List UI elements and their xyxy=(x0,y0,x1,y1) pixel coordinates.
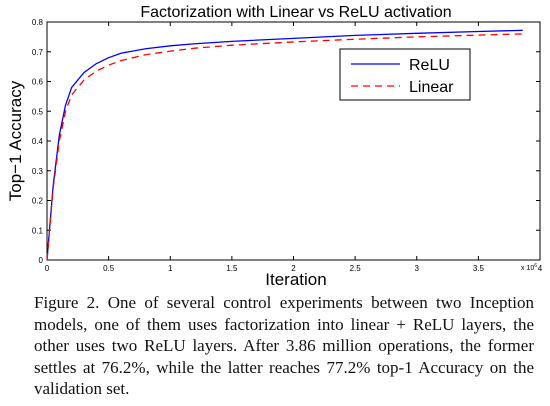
x-tick-label: 2.5 xyxy=(350,264,362,273)
x-tick-label: 1 xyxy=(168,264,173,273)
x-axis-label: Iteration xyxy=(265,270,326,289)
x-tick-label: 2 xyxy=(291,264,296,273)
y-axis-label: Top−1 Accuracy xyxy=(6,80,25,201)
series-line-relu xyxy=(46,29,523,261)
x-axis-multiplier-exponent: 6 xyxy=(534,263,537,269)
y-tick-label: 0.8 xyxy=(32,18,44,27)
legend: ReLU Linear xyxy=(339,48,471,101)
chart: Factorization with Linear vs ReLU activa… xyxy=(6,4,543,289)
y-tick-label: 0.5 xyxy=(32,107,44,116)
y-axis-ticks: 0 0.1 0.2 0.3 0.4 0.5 0.6 0.7 0.8 xyxy=(32,18,540,265)
y-tick-label: 0.2 xyxy=(32,197,44,206)
y-tick-label: 0.1 xyxy=(32,226,44,235)
x-axis-multiplier: x 106 xyxy=(521,263,537,272)
legend-relu-label: ReLU xyxy=(409,57,450,74)
y-tick-label: 0.3 xyxy=(32,167,44,176)
x-tick-label: 4 xyxy=(538,264,543,273)
figure-caption: Figure 2. One of several control experim… xyxy=(34,293,534,398)
x-tick-label: 0 xyxy=(45,264,50,273)
x-axis-multiplier-base: x 10 xyxy=(521,265,534,272)
series-layer xyxy=(46,29,523,261)
y-tick-label: 0.6 xyxy=(32,78,44,87)
y-tick-label: 0.4 xyxy=(32,137,44,146)
x-axis-ticks: 0 0.5 1 1.5 2 2.5 3 3.5 4 xyxy=(45,22,543,273)
legend-linear-label: Linear xyxy=(409,79,454,96)
y-tick-label: 0.7 xyxy=(32,48,44,57)
chart-title: Factorization with Linear vs ReLU activa… xyxy=(140,4,451,21)
x-tick-label: 1.5 xyxy=(226,264,238,273)
x-tick-label: 3 xyxy=(415,264,420,273)
x-tick-label: 3.5 xyxy=(473,264,485,273)
series-line-linear xyxy=(46,33,523,261)
y-tick-label: 0 xyxy=(39,256,44,265)
legend-box xyxy=(339,48,471,101)
x-tick-label: 0.5 xyxy=(103,264,115,273)
